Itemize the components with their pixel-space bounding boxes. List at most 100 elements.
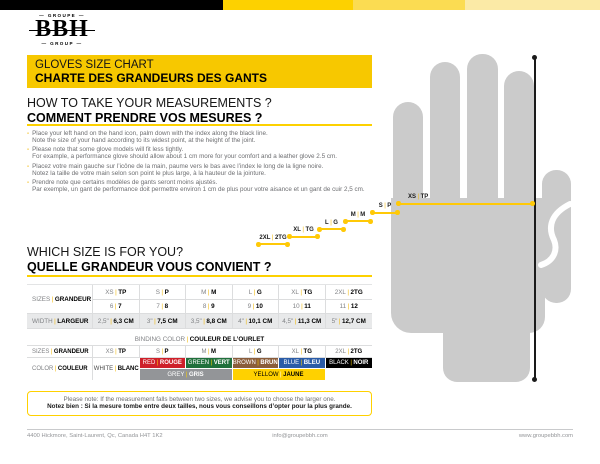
instruction-text: Place your left hand on the hand icon, p… xyxy=(32,130,268,145)
step-dot xyxy=(341,226,346,232)
size-number-cell: 7 | 8 xyxy=(139,300,186,314)
binding-cell-blue: BLUE | BLEU xyxy=(279,358,326,369)
binding-cell-yellow: YELLOW | JAUNE xyxy=(232,369,326,380)
logo-groupe-text: — GROUPE — xyxy=(39,13,85,18)
step-dot xyxy=(530,201,535,206)
binding-col-header: M | M xyxy=(186,346,233,358)
which-size-heading: WHICH SIZE IS FOR YOU? QUELLE GRANDEUR V… xyxy=(27,245,272,274)
which-size-heading-en: WHICH SIZE IS FOR YOU? xyxy=(27,245,184,259)
logo-strike-line xyxy=(29,29,95,31)
size-step-label: XS | TP xyxy=(408,194,429,201)
step-dot xyxy=(285,241,290,247)
black-measure-line xyxy=(534,57,536,379)
bar-segment-yellow xyxy=(223,0,353,10)
step-dot xyxy=(287,234,292,239)
logo-group-text: — GROUP — xyxy=(41,41,83,46)
measure-line-top-dot xyxy=(532,54,538,60)
instructions-fr: - Placez votre main gauche sur l’icône d… xyxy=(27,163,385,195)
logo-bbh-text: BBH xyxy=(29,17,95,41)
size-number-cell: 9 | 10 xyxy=(232,300,279,314)
bar-segment-light-yellow xyxy=(353,0,465,10)
binding-color-header: BINDING COLOR | COULEUR DE L’OURLET xyxy=(27,334,372,346)
size-number-cell: 11 | 12 xyxy=(325,300,372,314)
instruction-item: - Prendre note que certains modèles de g… xyxy=(27,179,385,194)
step-dot xyxy=(317,226,322,232)
binding-cell-red: RED | ROUGE xyxy=(139,358,186,369)
size-step-l: L | G xyxy=(317,218,346,232)
instructions-en: - Place your left hand on the hand icon,… xyxy=(27,130,385,162)
bar-segment-pale-yellow xyxy=(465,0,600,10)
step-dot xyxy=(370,210,375,215)
size-table-sizes-label: SIZES | GRANDEUR xyxy=(27,285,93,314)
instruction-text: Prendre note que certains modèles de gan… xyxy=(32,178,365,194)
footer-address: 4400 Hickmore, Saint-Laurent, Qc, Canada… xyxy=(27,433,163,439)
bar-segment-black xyxy=(0,0,223,10)
size-step-xs: XS | TP xyxy=(396,193,535,206)
footer-divider xyxy=(27,429,573,430)
size-number-cell: 6 | 7 xyxy=(93,300,140,314)
binding-col-header: XS | TP xyxy=(93,346,140,358)
size-col-header: 2XL | 2TG xyxy=(325,285,372,300)
hand-thumb xyxy=(542,170,571,303)
size-step-label: S | P xyxy=(378,203,392,210)
size-number-cell: 10 | 11 xyxy=(279,300,326,314)
instruction-item: - Place your left hand on the hand icon,… xyxy=(27,130,385,145)
bullet-dash: - xyxy=(27,130,30,137)
top-accent-bar xyxy=(0,0,600,10)
step-dot xyxy=(343,218,348,224)
instruction-text: Please note that some glove models will … xyxy=(32,145,337,161)
step-line xyxy=(289,235,318,238)
hand-pinky-finger xyxy=(393,102,423,217)
size-col-header: XL | TG xyxy=(279,285,326,300)
step-line xyxy=(345,220,371,222)
title-fr: CHARTE DES GRANDEURS DES GANTS xyxy=(35,71,268,85)
bullet-dash: - xyxy=(27,178,30,186)
binding-col-header: 2XL | 2TG xyxy=(325,346,372,358)
yellow-rule xyxy=(27,274,372,277)
binding-col-header: XL | TG xyxy=(279,346,326,358)
footer-website: www.groupebbh.com xyxy=(518,433,573,439)
binding-color-table: SIZES | GRANDEUR XS | TP S | P M | M L | G XL | TG 2… xyxy=(27,346,372,380)
binding-cell-grey: GREY | GRIS xyxy=(139,369,233,380)
hand-wrist xyxy=(443,325,530,382)
bullet-dash: - xyxy=(27,163,30,170)
measure-heading-fr: COMMENT PRENDRE VOS MESURES ? xyxy=(27,110,263,125)
title-banner: GLOVES SIZE CHART CHARTE DES GRANDEURS D… xyxy=(27,55,372,88)
measure-heading: HOW TO TAKE YOUR MEASUREMENTS ? COMMENT … xyxy=(27,96,272,125)
size-step-2xl: 2XL | 2TG xyxy=(256,233,290,247)
width-cell: 3,5" | 8,8 CM xyxy=(186,314,233,329)
thumb-crease xyxy=(538,201,573,268)
size-step-label: L | G xyxy=(325,219,338,226)
hand-middle-finger xyxy=(467,54,498,217)
step-dot xyxy=(368,218,373,224)
binding-cell-black: BLACK | NOIR xyxy=(325,358,372,369)
instruction-text: Placez votre main gauche sur l’icône de … xyxy=(32,163,324,178)
width-cell: 4" | 10,1 CM xyxy=(232,314,279,329)
step-line xyxy=(258,243,288,245)
binding-col-header: L | G xyxy=(232,346,279,358)
step-dot xyxy=(315,234,320,239)
note-box: Please note: If the measurement falls be… xyxy=(27,391,372,416)
binding-sizes-label: SIZES | GRANDEUR xyxy=(27,346,93,358)
width-cell: 3" | 7,5 CM xyxy=(139,314,186,329)
bbh-logo: — GROUPE — BBH — GROUP — xyxy=(29,13,95,46)
binding-col-header: S | P xyxy=(139,346,186,358)
note-en: Please note: If the measurement falls be… xyxy=(63,395,336,403)
size-table: SIZES | GRANDEUR XS | TP S | P M | M L | G XL | TG 2… xyxy=(27,284,372,329)
title-en: GLOVES SIZE CHART xyxy=(35,59,154,71)
step-dot xyxy=(396,201,401,206)
binding-color-label: COLOR | COULEUR xyxy=(27,358,93,380)
step-dot xyxy=(395,210,400,215)
size-step-m: M | M xyxy=(343,210,373,224)
which-size-heading-fr: QUELLE GRANDEUR VOUS CONVIENT ? xyxy=(27,259,272,274)
step-line xyxy=(372,211,398,214)
measure-line-bottom-dot xyxy=(532,376,538,382)
binding-cell-brown: BROWN | BRUN xyxy=(232,358,279,369)
binding-cell-green: GREEN | VERT xyxy=(186,358,233,369)
step-line xyxy=(398,202,533,205)
bullet-dash: - xyxy=(27,145,30,153)
size-step-xl: XL | TG xyxy=(287,226,320,239)
size-col-header: XS | TP xyxy=(93,285,140,300)
yellow-rule xyxy=(27,124,372,127)
size-col-header: S | P xyxy=(139,285,186,300)
